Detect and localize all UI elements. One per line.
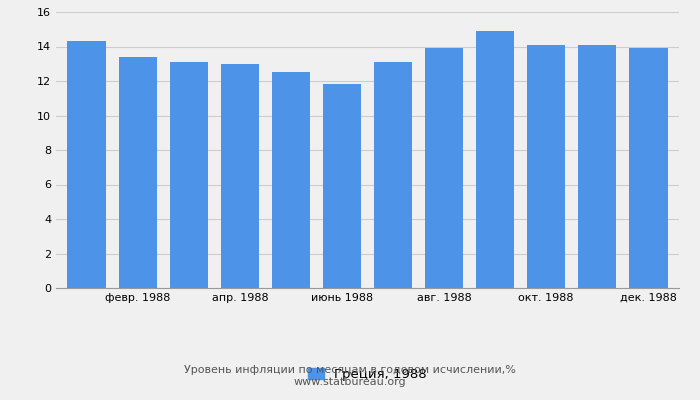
- Bar: [272, 72, 310, 288]
- Bar: [629, 48, 668, 288]
- Legend: Греция, 1988: Греция, 1988: [302, 362, 433, 386]
- Bar: [425, 48, 463, 288]
- Bar: [220, 64, 259, 288]
- Bar: [374, 62, 412, 288]
- Bar: [323, 84, 361, 288]
- Text: www.statbureau.org: www.statbureau.org: [294, 377, 406, 387]
- Text: Уровень инфляции по месяцам в годовом исчислении,%: Уровень инфляции по месяцам в годовом ис…: [184, 365, 516, 375]
- Bar: [476, 31, 514, 288]
- Bar: [169, 62, 208, 288]
- Bar: [578, 45, 617, 288]
- Bar: [527, 45, 566, 288]
- Bar: [67, 41, 106, 288]
- Bar: [118, 57, 157, 288]
